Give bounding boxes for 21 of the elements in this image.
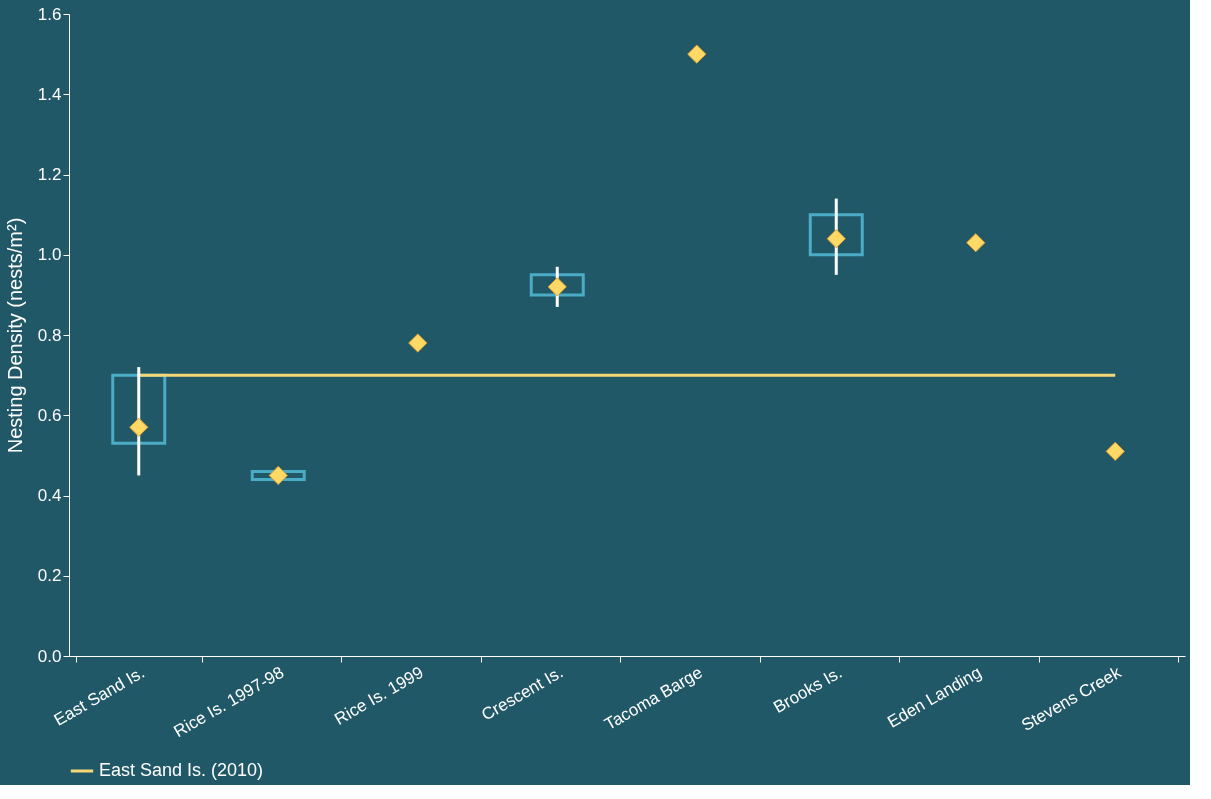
y-axis-title: Nesting Density (nests/m²) — [3, 217, 26, 454]
point — [966, 233, 986, 253]
point — [268, 465, 288, 486]
y-tick-label: 0.0 — [37, 646, 62, 666]
y-tick-label: 0.4 — [37, 486, 62, 505]
x-tick-label: Rice Is. 1999 — [331, 662, 427, 729]
bar — [808, 213, 864, 257]
y-tick-label: 1.6 — [37, 4, 62, 24]
y-tick-label: 1.0 — [37, 245, 62, 265]
y-tick-label: 1.4 — [37, 84, 62, 104]
point — [1105, 441, 1125, 461]
point — [408, 333, 428, 353]
y-tick-label: 0.8 — [37, 325, 62, 345]
bar — [250, 469, 306, 481]
point — [687, 44, 707, 64]
y-tick-label: 1.2 — [37, 165, 62, 184]
point — [129, 417, 149, 437]
legend-label: East Sand Is. (2010) — [99, 760, 264, 780]
y-tick-label: 0.6 — [37, 405, 62, 425]
bar — [529, 273, 585, 297]
y-tick-label: 0.2 — [37, 566, 62, 586]
